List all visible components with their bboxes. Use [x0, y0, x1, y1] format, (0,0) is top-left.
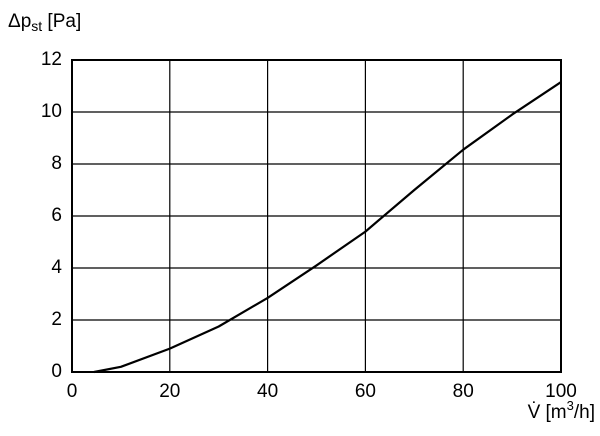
data-line — [93, 81, 562, 374]
x-axis-label: V̇ [m3/h] — [528, 398, 595, 423]
y-tick-label: 10 — [41, 101, 62, 122]
x-tick-label: 60 — [355, 381, 376, 402]
y-tick-label: 6 — [51, 205, 62, 226]
y-label-unit: [Pa] — [42, 11, 81, 32]
x-tick-label: 0 — [67, 381, 78, 402]
y-tick-label: 12 — [41, 49, 62, 70]
y-label-main: Δp — [8, 11, 31, 32]
x-tick-label: 40 — [257, 381, 278, 402]
y-tick-label: 0 — [51, 361, 62, 382]
x-label-sup: 3 — [567, 398, 574, 413]
x-tick-label: 80 — [453, 381, 474, 402]
y-tick-label: 4 — [51, 257, 62, 278]
plot-frame — [71, 59, 562, 373]
y-tick-label: 2 — [51, 309, 62, 330]
x-tick-label: 100 — [545, 381, 577, 402]
y-tick-label: 8 — [51, 153, 62, 174]
y-axis-label: Δpst [Pa] — [8, 11, 81, 34]
x-label-main: V̇ [m — [528, 402, 567, 423]
y-label-sub: st — [31, 18, 42, 34]
x-label-rest: /h] — [574, 402, 595, 423]
x-tick-label: 20 — [159, 381, 180, 402]
